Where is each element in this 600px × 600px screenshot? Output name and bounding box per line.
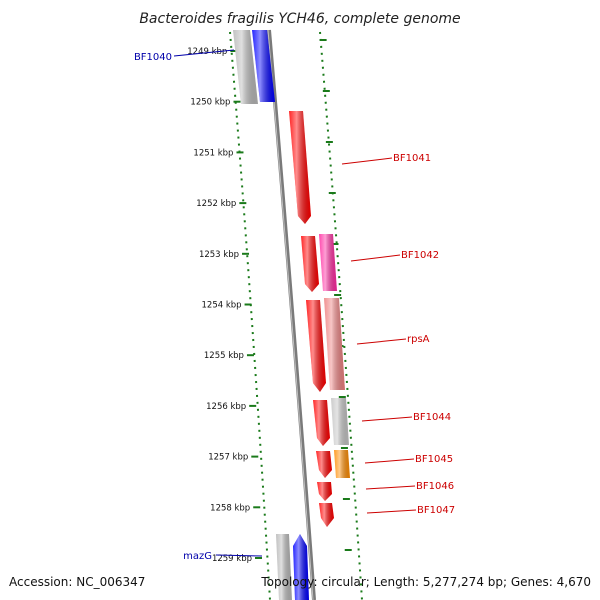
gene-label-leaders: [173, 49, 417, 557]
label-bf1042[interactable]: BF1042: [401, 250, 439, 261]
kbp-tick-label: 1251 kbp: [193, 148, 233, 158]
leader-bf1042: [350, 254, 401, 262]
inner-ring-path: [229, 31, 271, 600]
accession-text: Accession: NC_006347: [9, 575, 145, 589]
label-bf1044[interactable]: BF1044: [413, 412, 451, 423]
kbp-tick-label: 1257 kbp: [208, 453, 248, 463]
backbone-line: [267, 29, 316, 600]
gene-bf1047-shade: [319, 503, 334, 527]
leader-mazg: [215, 554, 263, 557]
kbp-ticks: 1249 kbp 1250 kbp 1251 kbp 1252 kbp 1253 kbp…: [187, 39, 352, 564]
leader-bf1041: [341, 157, 393, 165]
inner-dotted-ring: [229, 31, 271, 600]
gene-block-gray-bottom-shade: [276, 534, 292, 600]
gene-bf1044-left-shade: [313, 400, 330, 446]
kbp-tick-label: 1249 kbp: [187, 47, 227, 57]
gene-bf1040-shade: [252, 30, 275, 102]
gene-bf1041-shade: [289, 111, 311, 224]
kbp-tick-label: 1254 kbp: [202, 301, 242, 311]
label-bf1045[interactable]: BF1045: [415, 454, 453, 465]
gene-bf1044-shade: [331, 398, 349, 445]
backbone: [267, 29, 316, 600]
topology-text: Topology: circular; Length: 5,277,274 bp…: [260, 575, 591, 589]
leader-bf1047: [366, 509, 417, 514]
kbp-tick-label: 1259 kbp: [212, 554, 252, 564]
leader-bf1040: [173, 49, 235, 57]
label-bf1040[interactable]: BF1040: [134, 52, 172, 63]
gene-rpsa-shade: [324, 298, 345, 390]
gene-rpsa-left-shade: [306, 300, 326, 392]
gene-labels: BF1040 mazG BF1041 BF1042 rpsA BF1044 BF…: [134, 52, 455, 562]
gene-bf1045-shade: [334, 450, 350, 478]
label-rpsa[interactable]: rpsA: [407, 334, 430, 345]
leader-rpsa: [356, 338, 407, 345]
gene-mazg-shade: [293, 534, 309, 600]
leader-bf1045: [364, 458, 415, 464]
gene-bf1045-left-shade: [316, 451, 332, 478]
gene-bf1042-shade: [319, 234, 337, 291]
gene-block-gray-top-shade: [233, 30, 258, 104]
forward-genes: [233, 30, 309, 600]
label-mazg[interactable]: mazG: [183, 551, 212, 562]
leader-bf1044: [361, 416, 413, 422]
kbp-tick-label: 1253 kbp: [199, 250, 239, 260]
gene-bf1042-left-shade: [301, 236, 319, 292]
kbp-tick-label: 1255 kbp: [204, 351, 244, 361]
kbp-tick-label: 1256 kbp: [206, 402, 246, 412]
label-bf1047[interactable]: BF1047: [417, 505, 455, 516]
label-bf1046[interactable]: BF1046: [416, 481, 454, 492]
kbp-tick-label: 1252 kbp: [196, 199, 236, 209]
kbp-tick-label: 1250 kbp: [190, 98, 230, 108]
map-title: Bacteroides fragilis YCH46, complete gen…: [139, 11, 460, 27]
gene-bf1046-shade: [317, 482, 332, 501]
reverse-genes: [289, 111, 350, 527]
kbp-tick-label: 1258 kbp: [210, 503, 250, 513]
leader-bf1046: [365, 485, 416, 490]
label-bf1041[interactable]: BF1041: [393, 153, 431, 164]
backbone-highlight: [267, 29, 314, 600]
